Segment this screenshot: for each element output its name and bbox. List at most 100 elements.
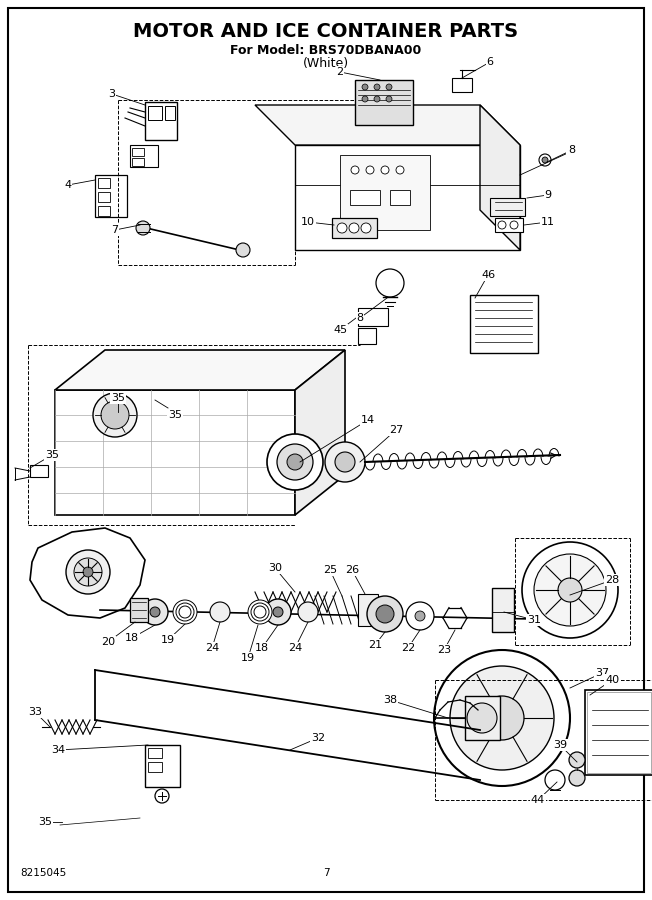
Circle shape [386,84,392,90]
Bar [148,762,162,772]
Circle shape [367,596,403,632]
Circle shape [376,269,404,297]
Text: 33: 33 [28,707,42,717]
Text: (White): (White) [303,57,349,70]
Bar [390,190,410,205]
Circle shape [415,611,425,621]
Polygon shape [295,145,520,250]
Text: 20: 20 [101,637,115,647]
Circle shape [569,752,585,768]
Bar [148,748,162,758]
Circle shape [351,166,359,174]
Text: 22: 22 [401,643,415,653]
Text: 8: 8 [569,145,576,155]
Text: 19: 19 [241,653,255,663]
Circle shape [366,166,374,174]
Text: 32: 32 [311,733,325,743]
Circle shape [267,434,323,490]
Circle shape [545,770,565,790]
Polygon shape [55,390,295,515]
Circle shape [298,602,318,622]
Bar [358,328,376,344]
Text: 18: 18 [255,643,269,653]
Circle shape [362,96,368,102]
Circle shape [150,607,160,617]
Bar [492,588,514,632]
Circle shape [101,401,129,429]
Text: 19: 19 [161,635,175,645]
Circle shape [335,452,355,472]
Text: 30: 30 [268,563,282,573]
Text: 21: 21 [368,640,382,650]
Text: 10: 10 [301,217,315,227]
Circle shape [254,606,266,618]
Circle shape [498,221,506,229]
Bar [30,465,48,477]
Bar [332,218,377,238]
Circle shape [248,600,272,624]
Circle shape [510,221,518,229]
Circle shape [522,542,618,638]
Circle shape [236,243,250,257]
Bar [585,690,652,775]
Text: 7: 7 [323,868,329,878]
Bar [95,175,127,217]
Circle shape [173,600,197,624]
Bar [350,190,380,205]
Text: 38: 38 [383,695,397,705]
Text: 9: 9 [544,190,552,200]
Text: 35: 35 [111,393,125,403]
Circle shape [374,84,380,90]
Text: 24: 24 [288,643,302,653]
Circle shape [325,442,365,482]
Circle shape [480,696,524,740]
Circle shape [361,223,371,233]
Circle shape [136,221,150,235]
Circle shape [277,444,313,480]
Circle shape [467,703,497,733]
Text: 39: 39 [553,740,567,750]
Text: 25: 25 [323,565,337,575]
Circle shape [142,599,168,625]
Polygon shape [480,105,520,250]
Polygon shape [30,528,145,618]
Circle shape [381,166,389,174]
Text: 31: 31 [527,615,541,625]
Circle shape [179,606,191,618]
Text: 35: 35 [45,450,59,460]
Bar [340,155,430,230]
Text: 3: 3 [108,89,115,99]
Bar [132,148,144,156]
Polygon shape [295,350,345,515]
Circle shape [337,223,347,233]
Text: 26: 26 [345,565,359,575]
Text: MOTOR AND ICE CONTAINER PARTS: MOTOR AND ICE CONTAINER PARTS [134,22,518,41]
Text: 8215045: 8215045 [20,868,67,878]
Bar [452,78,472,92]
Text: 46: 46 [481,270,495,280]
Bar [490,198,525,216]
Bar [130,145,158,167]
Text: 1: 1 [567,147,574,157]
Bar [132,158,144,166]
Text: 4: 4 [65,180,72,190]
Text: 27: 27 [389,425,403,435]
Circle shape [74,558,102,586]
Circle shape [176,603,194,621]
Bar [495,218,523,232]
Circle shape [450,666,554,770]
Circle shape [534,554,606,626]
Text: 40: 40 [605,675,619,685]
Polygon shape [255,105,520,145]
Bar [145,745,180,787]
Circle shape [349,223,359,233]
Circle shape [374,96,380,102]
Text: 11: 11 [541,217,555,227]
Circle shape [93,393,137,437]
Bar [587,692,651,773]
Text: 14: 14 [361,415,375,425]
Bar [358,308,388,326]
Circle shape [362,84,368,90]
Text: 34: 34 [51,745,65,755]
Text: 6: 6 [486,57,494,67]
